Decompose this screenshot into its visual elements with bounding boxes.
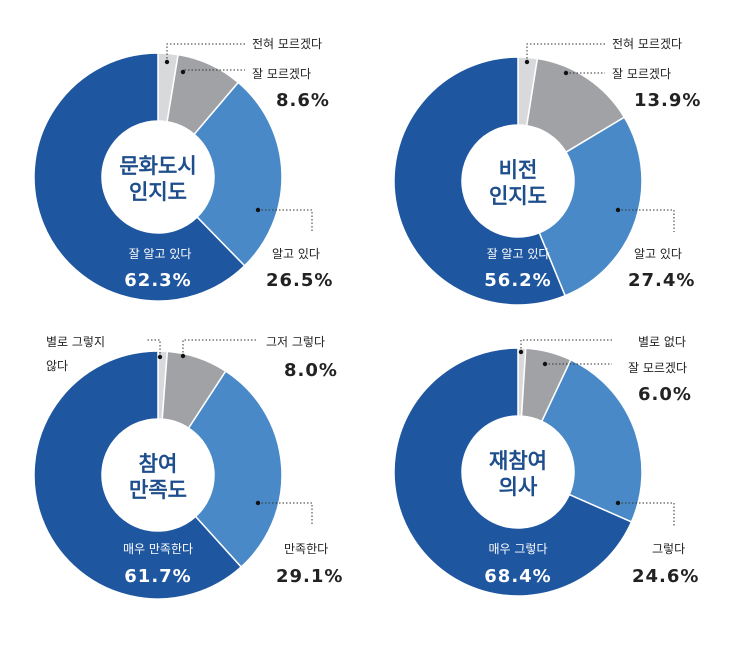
slice-label: 별로 없다 [638, 335, 686, 349]
donut-center [462, 125, 574, 237]
slice-value-label: 62.3% [124, 270, 191, 291]
leader-dot [518, 349, 524, 355]
slice-value-label: 26.5% [266, 270, 333, 291]
leader-dot [164, 59, 170, 65]
leader-dot [255, 207, 261, 213]
leader-line [258, 209, 313, 232]
donut-center [102, 121, 214, 233]
slice-value-label: 68.4% [484, 566, 551, 587]
slice-label: 별로 그렇지 [46, 334, 105, 349]
slice-label: 매우 그렇다 [488, 541, 547, 556]
slice-value-label: 24.6% [632, 566, 699, 587]
slice-label: 전혀 모르겠다 [612, 37, 682, 51]
leader-line [166, 43, 245, 62]
leader-dot [615, 500, 621, 506]
leader-dot [180, 69, 186, 75]
center-title-line: 인지도 [489, 184, 547, 208]
leader-dot [542, 361, 548, 367]
donut-slice-2 [187, 370, 283, 569]
slice-value-label: 8.6% [276, 90, 330, 111]
slice-label: 잘 알고 있다 [129, 247, 192, 261]
slice-label: 않다 [46, 359, 68, 373]
slice-value-label: 8.0% [284, 360, 338, 381]
slice-value-label: 13.9% [634, 90, 701, 111]
center-title-line: 문화도시 [119, 154, 196, 178]
slice-label: 그저 그렇다 [266, 334, 325, 349]
leader-line [618, 502, 675, 526]
slice-label: 만족한다 [284, 542, 328, 556]
leader-dot [563, 70, 569, 76]
slice-label: 알고 있다 [634, 247, 682, 261]
slice-label: 잘 모르겠다 [628, 361, 687, 375]
slice-label: 전혀 모르겠다 [252, 37, 322, 51]
slice-label: 잘 알고 있다 [487, 247, 550, 261]
center-title-line: 의사 [499, 475, 538, 499]
slice-label: 잘 모르겠다 [252, 67, 311, 81]
leader-dot [255, 500, 261, 506]
leader-dot [615, 207, 621, 213]
donut-center [102, 419, 214, 531]
center-title-line: 비전 [499, 158, 538, 182]
donut-center [462, 416, 574, 528]
leader-dot [157, 354, 163, 360]
slice-label: 잘 모르겠다 [612, 67, 671, 81]
slice-label: 그렇다 [652, 541, 685, 556]
slice-value-label: 56.2% [484, 270, 551, 291]
leader-line [258, 502, 313, 526]
slice-value-label: 27.4% [628, 270, 695, 291]
slice-value-label: 6.0% [638, 384, 692, 405]
leader-line [182, 339, 258, 356]
slice-value-label: 61.7% [124, 566, 191, 587]
center-title-line: 재참여 [489, 449, 547, 473]
slice-label: 알고 있다 [272, 247, 320, 261]
slice-value-label: 29.1% [276, 566, 343, 587]
center-title-line: 만족도 [129, 478, 187, 502]
leader-dot [524, 59, 530, 65]
leader-line [526, 43, 605, 62]
leader-dot [180, 353, 186, 359]
slice-label: 매우 만족한다 [123, 542, 193, 556]
leader-line [618, 209, 675, 232]
leader-line [520, 339, 612, 352]
center-title-line: 인지도 [129, 180, 187, 204]
center-title-line: 참여 [139, 452, 178, 476]
